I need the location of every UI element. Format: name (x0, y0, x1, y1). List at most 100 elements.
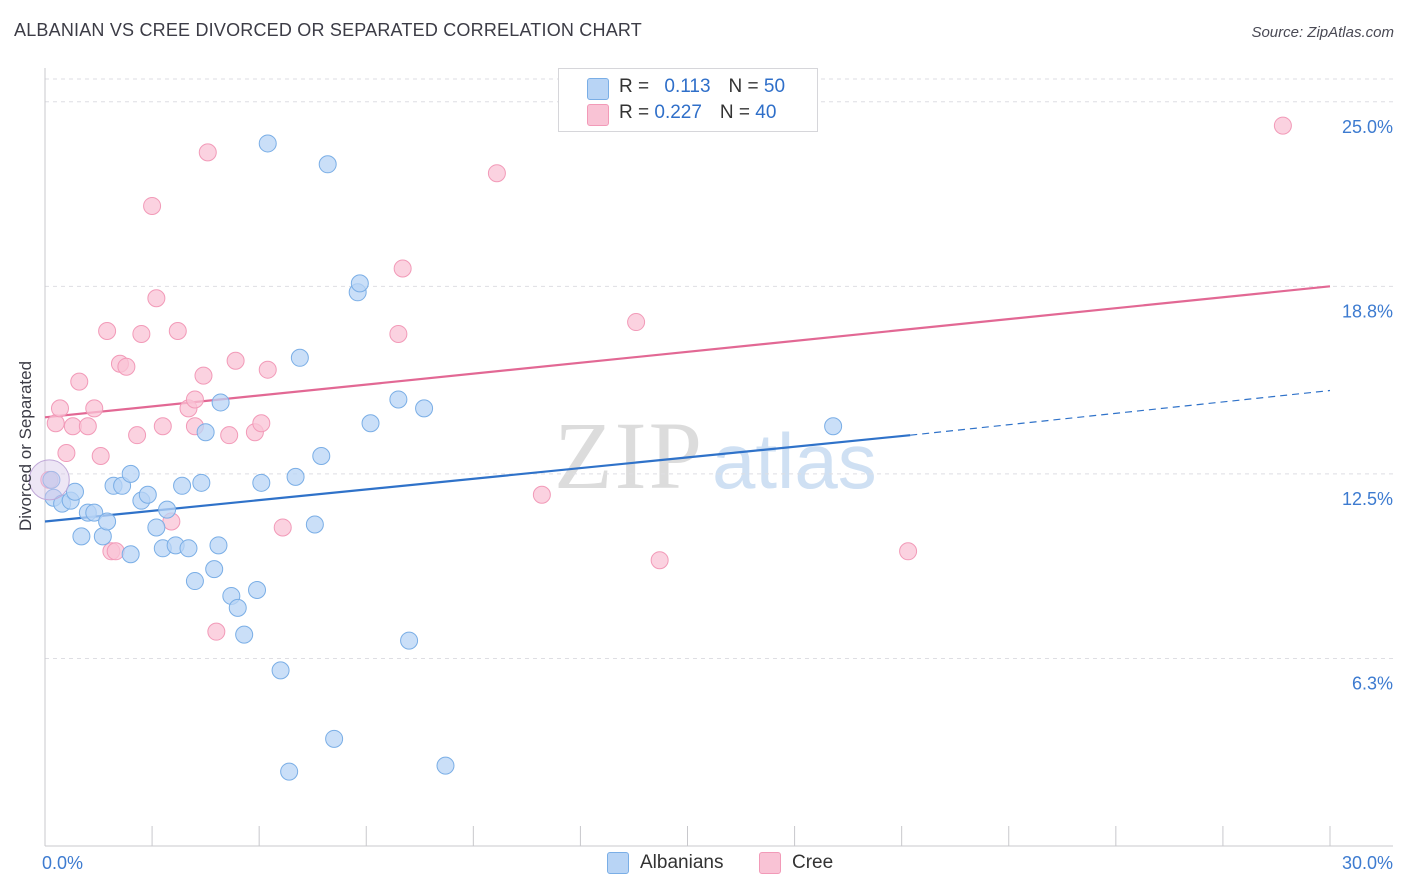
legend-n-label: N = (719, 102, 756, 123)
x-tick-label: 30.0% (1342, 853, 1393, 873)
data-point-cree (143, 196, 162, 215)
chart-title: ALBANIAN VS CREE DIVORCED OR SEPARATED C… (14, 20, 642, 40)
data-point-cree (258, 360, 277, 379)
data-point-cree (91, 447, 110, 466)
data-point-cree (185, 390, 204, 409)
data-point-albanians (248, 580, 267, 599)
data-point-albanians (72, 527, 91, 546)
data-point-albanians (415, 399, 434, 418)
data-point-cree (194, 366, 213, 385)
data-points (28, 116, 1292, 781)
data-point-albanians (280, 762, 299, 781)
data-point-cluster (28, 459, 70, 501)
data-point-cree (57, 444, 76, 463)
data-point-albanians (389, 390, 408, 409)
watermark: ZIP atlas (554, 400, 877, 511)
legend-r-value: 0.113 (664, 76, 711, 97)
data-point-albanians (85, 503, 104, 522)
data-point-albanians (350, 274, 369, 293)
y-tick-label: 18.8% (1342, 301, 1393, 321)
legend-text-cree: R = 0.227 N = 40 (619, 102, 776, 124)
data-point-cree (63, 417, 82, 436)
legend-swatch-albanians (587, 78, 609, 100)
data-point-albanians (211, 393, 230, 412)
data-point-albanians (361, 414, 380, 433)
data-point-albanians (824, 417, 843, 436)
data-point-cree (46, 414, 65, 433)
grid-lines (45, 78, 1393, 659)
data-point-albanians (286, 467, 305, 486)
data-point-cree (487, 164, 506, 183)
trend-line-albanians-extension (910, 389, 1331, 436)
y-tick-label: 12.5% (1342, 489, 1393, 509)
data-point-albanians (436, 756, 455, 775)
data-point-cree (389, 324, 408, 343)
data-point-albanians (235, 625, 254, 644)
data-point-albanians (179, 539, 198, 558)
bottom-legend-label-albanians: Albanians (640, 852, 724, 873)
data-point-albanians (312, 447, 331, 466)
data-point-cree (117, 357, 136, 376)
data-point-cree (252, 414, 271, 433)
data-point-cree (168, 321, 187, 340)
data-point-cree (393, 259, 412, 278)
trend-lines (44, 285, 1331, 523)
trend-line-albanians (44, 434, 911, 523)
data-point-cree (153, 417, 172, 436)
data-point-albanians (252, 473, 271, 492)
data-point-albanians (318, 155, 337, 174)
data-point-albanians (158, 500, 177, 519)
legend-n-value: 40 (755, 102, 777, 123)
data-point-albanians (93, 527, 112, 546)
legend: R = 0.113 N = 50 R = 0.227 N = 40 (558, 68, 818, 132)
data-point-cree (532, 485, 551, 504)
data-point-albanians (192, 473, 211, 492)
data-point-albanians (305, 515, 324, 534)
data-point-cree (899, 542, 918, 561)
data-point-albanians (98, 512, 117, 531)
trend-line-cree (44, 285, 1331, 419)
bottom-legend-label-cree: Cree (792, 852, 834, 873)
data-point-cree (147, 289, 166, 308)
y-tick-label: 25.0% (1342, 117, 1393, 137)
watermark-atlas: atlas (712, 417, 877, 505)
data-point-cree (78, 417, 97, 436)
data-point-albanians (196, 423, 215, 442)
data-point-cree (627, 313, 646, 332)
data-point-albanians (121, 464, 140, 483)
legend-r-label: R = (619, 76, 655, 97)
data-point-albanians (185, 572, 204, 591)
bottom-legend: Albanians Cree (0, 852, 1406, 878)
data-point-cree (98, 321, 117, 340)
data-point-albanians (138, 485, 157, 504)
legend-r-value: 0.227 (654, 102, 702, 123)
legend-text-albanians: R = 0.113 N = 50 (619, 76, 785, 98)
data-point-albanians (400, 631, 419, 650)
data-point-cree (273, 518, 292, 537)
legend-n-label: N = (728, 76, 764, 97)
data-point-cree (128, 426, 147, 445)
data-point-cree (220, 426, 239, 445)
data-point-cree (1273, 116, 1292, 135)
data-point-albanians (147, 518, 166, 537)
data-point-albanians (290, 348, 309, 367)
data-point-albanians (228, 598, 247, 617)
data-point-albanians (65, 482, 84, 501)
tick-labels: 6.3% 12.5% 18.8% 25.0% 0.0% 30.0% (42, 117, 1393, 873)
data-point-albanians (325, 729, 344, 748)
data-point-cree (106, 542, 125, 561)
legend-n-value: 50 (763, 76, 786, 97)
data-point-cree (198, 143, 217, 162)
data-point-albanians (121, 545, 140, 564)
data-point-albanians (42, 470, 61, 489)
source-credit: Source: ZipAtlas.com (1251, 24, 1394, 41)
data-point-cree (132, 324, 151, 343)
data-point-cree (70, 372, 89, 391)
data-point-cree (85, 399, 104, 418)
y-axis-label-wrap: Divorced or Separated (16, 276, 36, 531)
data-point-albanians (258, 134, 277, 153)
y-axis-label: Divorced or Separated (16, 360, 35, 532)
bottom-legend-swatch-albanians (607, 852, 629, 874)
y-tick-label: 6.3% (1352, 673, 1393, 693)
